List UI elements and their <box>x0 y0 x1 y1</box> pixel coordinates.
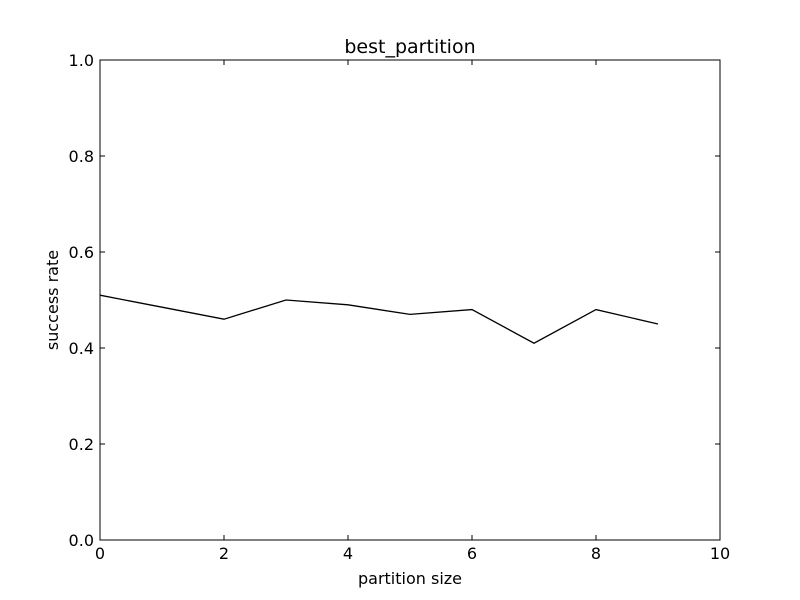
y-tick-label: 0.2 <box>69 435 94 454</box>
y-tick-label: 0.4 <box>69 339 94 358</box>
x-axis-label: partition size <box>358 569 462 588</box>
x-tick-label: 8 <box>591 544 601 563</box>
series-line-0 <box>99 294 659 344</box>
y-tick-label: 0.8 <box>69 147 94 166</box>
plot-frame <box>99 59 721 541</box>
x-tick-label: 10 <box>710 544 730 563</box>
y-tick-label: 0.6 <box>69 243 94 262</box>
y-axis-label: success rate <box>43 250 62 350</box>
x-tick-label: 2 <box>219 544 229 563</box>
chart-title: best_partition <box>344 36 475 58</box>
y-tick-label: 0.0 <box>69 531 94 550</box>
y-tick-label: 1.0 <box>69 51 94 70</box>
plot-area: 0 2 4 6 8 10 0.0 0.2 0.4 0.6 0.8 1.0 <box>69 51 731 563</box>
x-tick-label: 6 <box>467 544 477 563</box>
x-tick-label: 0 <box>95 544 105 563</box>
x-tick-label: 4 <box>343 544 353 563</box>
